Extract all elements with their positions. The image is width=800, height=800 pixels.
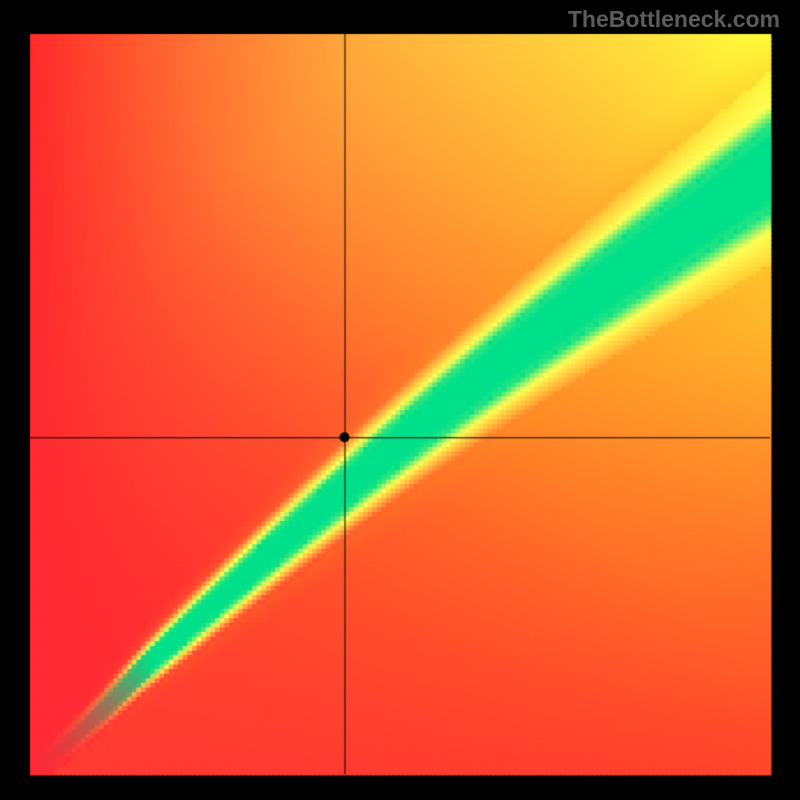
chart-container: TheBottleneck.com (0, 0, 800, 800)
watermark-text: TheBottleneck.com (568, 6, 780, 33)
heatmap-canvas (0, 0, 800, 800)
